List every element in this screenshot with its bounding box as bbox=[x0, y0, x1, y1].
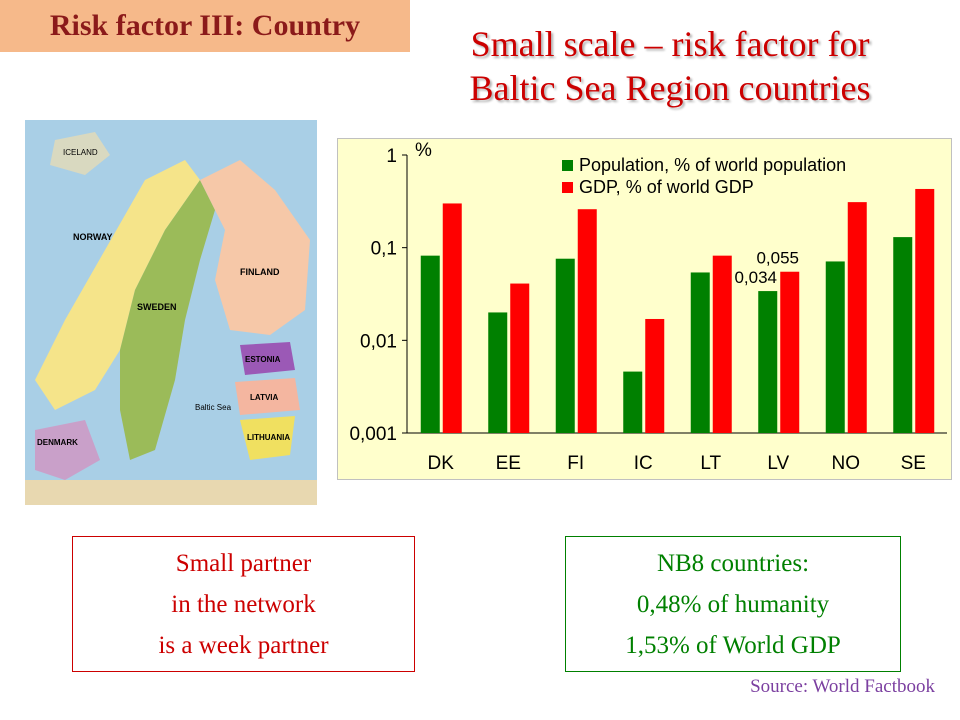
x-tick-label: EE bbox=[496, 453, 521, 474]
map-label: SWEDEN bbox=[137, 302, 177, 312]
source: Source: World Factbook bbox=[750, 676, 935, 697]
map-label: LITHUANIA bbox=[247, 433, 290, 442]
x-tick-label: LV bbox=[767, 453, 789, 474]
bar bbox=[555, 258, 575, 433]
map-label: ICELAND bbox=[63, 148, 98, 157]
x-tick-label: SE bbox=[901, 453, 926, 474]
norway bbox=[35, 160, 200, 410]
finland bbox=[200, 160, 310, 335]
section-tag: Risk factor III: Country bbox=[0, 0, 410, 52]
note-line: NB8 countries: bbox=[656, 550, 810, 577]
note-line: in the network bbox=[171, 591, 316, 618]
note-line: 1,53% of World GDP bbox=[625, 632, 841, 659]
x-tick-label: LT bbox=[700, 453, 721, 474]
value-label: 0,055 bbox=[756, 249, 799, 268]
legend-label: Population, % of world population bbox=[579, 155, 846, 175]
bar bbox=[510, 283, 530, 433]
x-tick-label: FI bbox=[567, 453, 584, 474]
bar bbox=[577, 209, 597, 433]
latvia bbox=[235, 378, 300, 415]
bar bbox=[780, 271, 800, 433]
bar bbox=[825, 261, 845, 433]
map-label: FINLAND bbox=[240, 267, 280, 277]
y-tick-label: 0,001 bbox=[349, 424, 397, 445]
bar bbox=[442, 203, 462, 433]
x-tick-label: DK bbox=[428, 453, 455, 474]
map: ICELAND NORWAY SWEDEN FINLAND ESTONIA LA… bbox=[25, 120, 317, 505]
lithuania bbox=[240, 416, 295, 460]
note-box: NB8 countries: 0,48% of humanity 1,53% o… bbox=[565, 536, 901, 672]
map-label: ESTONIA bbox=[245, 355, 281, 364]
denmark bbox=[35, 420, 100, 480]
y-tick-label: 0,01 bbox=[360, 331, 397, 352]
legend-swatch bbox=[562, 160, 573, 171]
bar bbox=[712, 255, 732, 433]
iceland bbox=[50, 132, 110, 175]
note-line: Small partner bbox=[175, 550, 312, 577]
note-box: Small partner in the network is a week p… bbox=[72, 536, 415, 672]
mainland bbox=[25, 480, 317, 505]
title-line: Small scale – risk factor for bbox=[470, 24, 870, 64]
x-tick-label: NO bbox=[832, 453, 861, 474]
bar bbox=[690, 272, 710, 433]
bar bbox=[847, 202, 867, 433]
map-label: DENMARK bbox=[37, 438, 78, 447]
map-label: LATVIA bbox=[250, 393, 279, 402]
x-tick-label: IC bbox=[634, 453, 653, 474]
legend-label: GDP, % of world GDP bbox=[579, 177, 754, 197]
bar bbox=[645, 318, 665, 433]
estonia bbox=[240, 342, 295, 375]
bar bbox=[893, 237, 913, 433]
sweden bbox=[120, 180, 215, 460]
map-label: NORWAY bbox=[73, 232, 113, 242]
note-line: 0,48% of humanity bbox=[636, 591, 830, 618]
bar bbox=[420, 255, 440, 433]
y-tick-label: 1 bbox=[386, 146, 397, 167]
value-label: 0,034 bbox=[734, 268, 777, 287]
slide-title: Small scale – risk factor for Baltic Sea… bbox=[415, 22, 925, 110]
legend-swatch bbox=[562, 182, 573, 193]
bar bbox=[623, 371, 643, 433]
note-line: is a week partner bbox=[158, 632, 329, 659]
map-label: Baltic Sea bbox=[195, 403, 232, 412]
bar bbox=[758, 291, 778, 433]
y-axis-unit: % bbox=[415, 140, 432, 161]
y-tick-label: 0,1 bbox=[371, 239, 397, 260]
bar bbox=[915, 188, 935, 433]
bar bbox=[488, 312, 508, 433]
title-line: Baltic Sea Region countries bbox=[469, 68, 871, 108]
